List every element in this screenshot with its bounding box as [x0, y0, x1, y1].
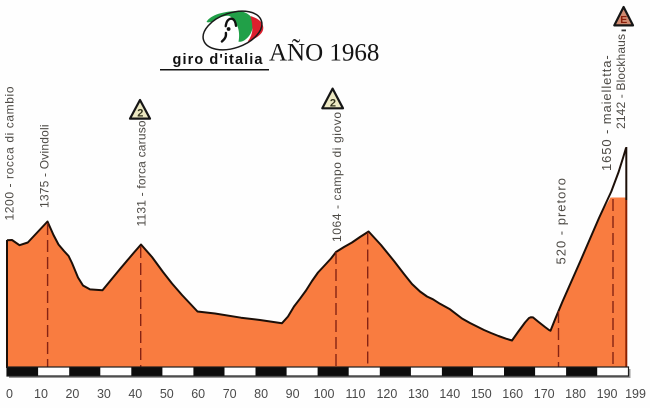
svg-text:180: 180 — [565, 387, 586, 401]
svg-text:20: 20 — [65, 387, 79, 401]
svg-text:50: 50 — [160, 387, 174, 401]
svg-text:60: 60 — [191, 387, 205, 401]
svg-text:0: 0 — [6, 387, 13, 401]
svg-text:130: 130 — [408, 387, 429, 401]
svg-text:520 - pretoro: 520 - pretoro — [554, 177, 569, 264]
svg-text:1131 - forca caruso: 1131 - forca caruso — [135, 120, 149, 226]
svg-text:100: 100 — [314, 387, 335, 401]
svg-text:199: 199 — [625, 387, 646, 401]
svg-text:30: 30 — [97, 387, 111, 401]
svg-text:1650 - maielletta-: 1650 - maielletta- — [599, 54, 614, 171]
svg-text:70: 70 — [223, 387, 237, 401]
svg-text:120: 120 — [376, 387, 397, 401]
svg-text:AÑO 1968: AÑO 1968 — [269, 39, 379, 67]
svg-text:1200 - rocca di cambio: 1200 - rocca di cambio — [3, 86, 17, 221]
svg-text:E: E — [620, 14, 627, 26]
svg-text:1064 - campo di giovo: 1064 - campo di giovo — [330, 111, 344, 242]
svg-text:150: 150 — [471, 387, 492, 401]
svg-text:giro d'italia: giro d'italia — [173, 52, 264, 68]
svg-text:170: 170 — [534, 387, 555, 401]
svg-text:2: 2 — [330, 97, 336, 109]
svg-text:1375 - Ovindoli: 1375 - Ovindoli — [38, 124, 52, 208]
svg-text:190: 190 — [597, 387, 618, 401]
svg-text:2: 2 — [137, 108, 143, 120]
svg-text:80: 80 — [254, 387, 268, 401]
svg-text:10: 10 — [34, 387, 48, 401]
svg-text:110: 110 — [346, 387, 366, 401]
svg-text:90: 90 — [286, 387, 300, 401]
svg-text:40: 40 — [128, 387, 142, 401]
svg-text:2142 - Blockhaus: 2142 - Blockhaus — [614, 34, 628, 129]
svg-text:140: 140 — [439, 387, 460, 401]
svg-text:160: 160 — [502, 387, 523, 401]
